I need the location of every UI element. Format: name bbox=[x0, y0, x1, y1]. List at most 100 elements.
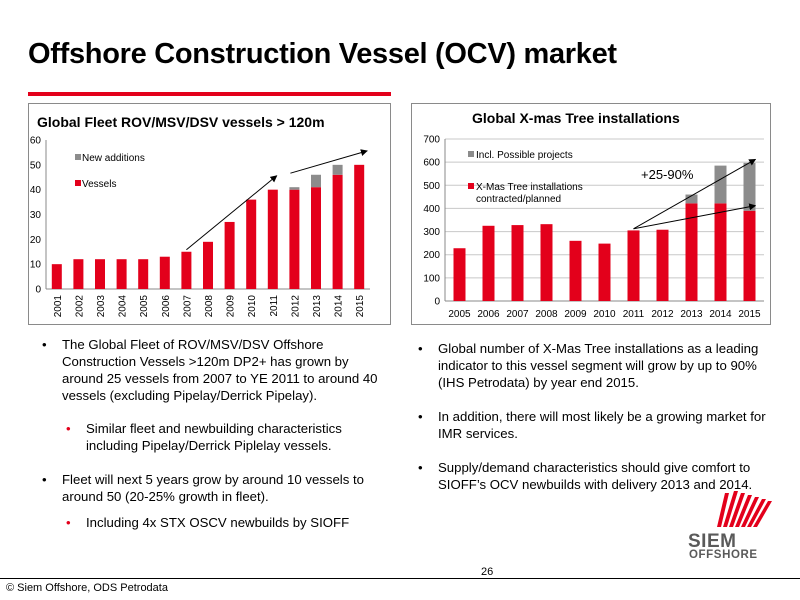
chart-fleet-box: Global Fleet ROV/MSV/DSV vessels > 120m … bbox=[28, 103, 391, 325]
fleet-y-tick-label: 10 bbox=[30, 260, 42, 271]
fleet-x-tick-label: 2002 bbox=[74, 295, 85, 318]
xmas-bar-contracted bbox=[714, 203, 727, 301]
fleet-x-tick-label: 2006 bbox=[161, 295, 172, 318]
xmas-x-tick-label: 2007 bbox=[506, 309, 529, 320]
fleet-bar-new-additions bbox=[311, 174, 321, 188]
fleet-trend-arrow-2 bbox=[290, 149, 368, 174]
xmas-lower-arrow bbox=[633, 203, 757, 230]
xmas-y-tick-label: 100 bbox=[423, 273, 440, 284]
xmas-bar-contracted bbox=[656, 229, 669, 301]
fleet-y-tick-label: 20 bbox=[30, 235, 42, 246]
right-bullet-2: In addition, there will most likely be a… bbox=[418, 408, 780, 442]
fleet-x-tick-label: 2001 bbox=[53, 295, 64, 318]
xmas-bar-possible bbox=[743, 162, 756, 211]
fleet-bar-vessels bbox=[181, 251, 192, 289]
siem-logo-icon bbox=[717, 491, 772, 527]
fleet-x-tick-label: 2005 bbox=[139, 295, 150, 318]
xmas-legend-label: X-Mas Tree installations contracted/plann… bbox=[476, 182, 583, 205]
chart-xmas-box: Global X-mas Tree installations 0 100 200 3… bbox=[411, 103, 771, 325]
xmas-x-tick-label: 2014 bbox=[709, 309, 732, 320]
xmas-y-tick-label: 200 bbox=[423, 250, 440, 261]
xmas-y-tick-label: 500 bbox=[423, 181, 440, 192]
xmas-x-tick-label: 2008 bbox=[535, 309, 558, 320]
left-bullet-list: The Global Fleet of ROV/MSV/DSV Offshore… bbox=[42, 336, 387, 548]
fleet-y-tick-label: 60 bbox=[30, 136, 42, 147]
fleet-x-tick-label: 2011 bbox=[269, 295, 280, 317]
footer-copyright: © Siem Offshore, ODS Petrodata bbox=[6, 582, 168, 594]
right-bullet-list: Global number of X-Mas Tree installation… bbox=[418, 340, 780, 510]
xmas-bar-possible bbox=[714, 165, 727, 204]
logo-text-siem: SIEM bbox=[688, 531, 737, 552]
fleet-bar-vessels bbox=[311, 187, 321, 289]
page-title: Offshore Construction Vessel (OCV) marke… bbox=[28, 38, 617, 70]
fleet-bar-vessels bbox=[332, 174, 343, 289]
xmas-y-tick-label: 600 bbox=[423, 158, 440, 169]
chart-fleet-title: Global Fleet ROV/MSV/DSV vessels > 120m bbox=[37, 114, 325, 130]
fleet-x-tick-label: 2008 bbox=[204, 295, 215, 318]
xmas-x-tick-label: 2010 bbox=[593, 309, 616, 320]
chart-xmas-svg: 0 100 200 300 400 500 600 700 2005 2006 2007 2008 20… bbox=[423, 135, 764, 320]
fleet-y-tick-label: 0 bbox=[35, 285, 41, 296]
fleet-bar-new-additions bbox=[289, 187, 300, 190]
xmas-x-tick-label: 2013 bbox=[680, 309, 703, 320]
fleet-x-tick-label: 2014 bbox=[334, 295, 345, 318]
fleet-bar-vessels bbox=[138, 259, 149, 289]
xmas-y-tick-label: 400 bbox=[423, 204, 440, 215]
xmas-bar-contracted bbox=[743, 210, 756, 301]
fleet-bar-vessels bbox=[267, 189, 278, 289]
fleet-legend-swatch bbox=[75, 180, 81, 186]
fleet-y-tick-label: 40 bbox=[30, 185, 42, 196]
logo-text-offshore: OFFSHORE bbox=[689, 549, 758, 561]
xmas-bar-contracted bbox=[627, 230, 640, 301]
xmas-bar-contracted bbox=[540, 224, 553, 301]
fleet-x-tick-label: 2004 bbox=[118, 295, 129, 318]
fleet-legend-swatch bbox=[75, 154, 81, 160]
fleet-x-tick-label: 2003 bbox=[96, 295, 107, 318]
fleet-trend-arrow-1 bbox=[186, 175, 278, 251]
xmas-y-tick-label: 300 bbox=[423, 227, 440, 238]
xmas-y-tick-label: 700 bbox=[423, 135, 440, 146]
fleet-bar-vessels bbox=[73, 259, 84, 289]
xmas-x-tick-label: 2005 bbox=[448, 309, 471, 320]
chart-fleet-svg: 0 10 20 30 40 50 60 2001 2002 2003 2004 2005 2006 200… bbox=[30, 136, 370, 318]
xmas-bar-contracted bbox=[482, 225, 495, 301]
fleet-bar-vessels bbox=[289, 189, 300, 289]
xmas-legend-swatch bbox=[468, 183, 474, 189]
fleet-x-tick-label: 2013 bbox=[312, 295, 323, 318]
xmas-bar-possible bbox=[685, 194, 698, 204]
left-subbullet-2: Including 4x STX OSCV newbuilds by SIOFF bbox=[42, 514, 387, 531]
fleet-x-tick-label: 2007 bbox=[182, 295, 193, 318]
fleet-bar-vessels bbox=[116, 259, 127, 289]
xmas-upper-arrow bbox=[633, 158, 757, 230]
xmas-y-tick-label: 0 bbox=[434, 297, 440, 308]
fleet-bar-vessels bbox=[95, 259, 105, 289]
xmas-x-tick-label: 2011 bbox=[623, 309, 645, 320]
fleet-y-tick-label: 50 bbox=[30, 160, 42, 171]
left-bullet-1: The Global Fleet of ROV/MSV/DSV Offshore… bbox=[42, 336, 387, 404]
fleet-y-tick-label: 30 bbox=[30, 210, 42, 221]
fleet-bar-vessels bbox=[51, 264, 62, 289]
fleet-legend-label: New additions bbox=[82, 153, 145, 164]
fleet-x-tick-label: 2010 bbox=[247, 295, 258, 318]
fleet-bar-vessels bbox=[246, 199, 257, 289]
fleet-bar-vessels bbox=[159, 256, 170, 289]
fleet-x-tick-label: 2009 bbox=[226, 295, 237, 318]
xmas-x-tick-label: 2009 bbox=[564, 309, 587, 320]
xmas-legend-label: Incl. Possible projects bbox=[476, 150, 573, 161]
fleet-x-tick-label: 2015 bbox=[355, 295, 366, 318]
xmas-bar-contracted bbox=[453, 248, 466, 301]
title-underline bbox=[28, 92, 391, 96]
xmas-x-tick-label: 2012 bbox=[651, 309, 674, 320]
xmas-bar-contracted bbox=[569, 240, 582, 301]
chart-xmas-title: Global X-mas Tree installations bbox=[472, 110, 680, 126]
xmas-x-tick-label: 2006 bbox=[477, 309, 500, 320]
footer-divider bbox=[0, 578, 800, 579]
fleet-bar-new-additions bbox=[332, 164, 343, 175]
fleet-bar-vessels bbox=[224, 221, 235, 289]
xmas-bar-contracted bbox=[598, 243, 611, 301]
left-bullet-2: Fleet will next 5 years grow by around 1… bbox=[42, 471, 387, 505]
xmas-growth-annotation: +25-90% bbox=[641, 167, 694, 182]
fleet-legend-label: Vessels bbox=[82, 179, 116, 190]
xmas-bar-contracted bbox=[685, 203, 698, 301]
fleet-bar-vessels bbox=[354, 164, 365, 289]
